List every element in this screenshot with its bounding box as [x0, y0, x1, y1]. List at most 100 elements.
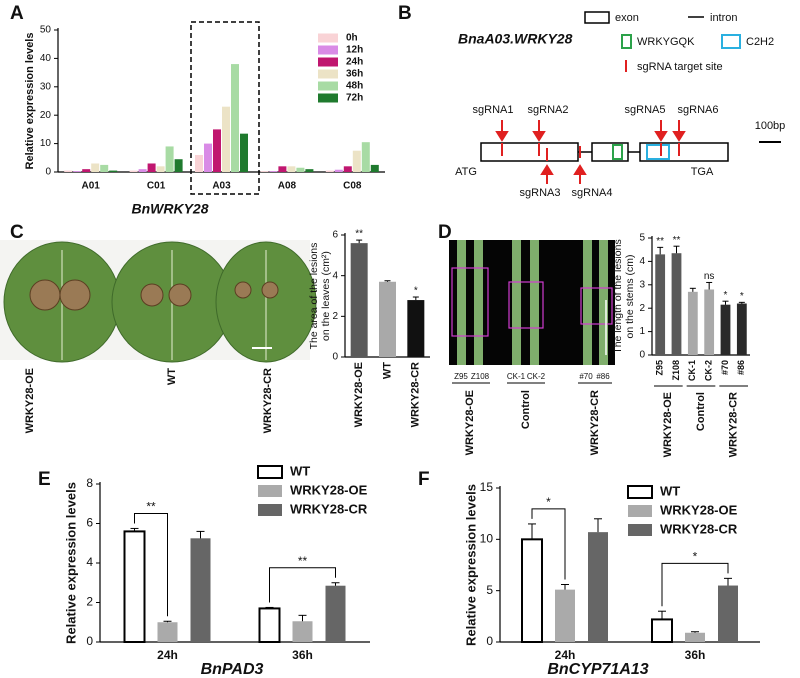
highlight-box: [190, 21, 260, 195]
y-tick-label: 20: [40, 110, 52, 121]
y-tick-label: 40: [40, 53, 52, 64]
significance-bracket: [269, 567, 336, 603]
exon: [480, 142, 579, 162]
bar: [222, 106, 230, 172]
legend-c2h2: [721, 34, 741, 49]
bar: [407, 300, 425, 357]
legend-label: WT: [660, 483, 680, 498]
y-tick-label: 4: [86, 555, 93, 569]
bar: [174, 159, 183, 172]
x-tick-label: Z108: [671, 360, 681, 381]
y-tick-label: 10: [40, 138, 52, 149]
arrowhead: [672, 131, 686, 142]
bar: [129, 170, 138, 172]
y-tick-label: 0: [332, 352, 338, 363]
legend-label: 48h: [346, 81, 363, 92]
lesion: [29, 279, 61, 311]
arrowhead: [540, 164, 554, 175]
legend-label: WRKY28-CR: [660, 521, 738, 536]
y-tick-label: 5: [486, 583, 493, 597]
arrowhead: [532, 131, 546, 142]
bar: [165, 146, 174, 172]
y-tick-label: 0: [486, 634, 493, 648]
bar: [521, 538, 543, 643]
x-tick-label: CK-2: [704, 360, 714, 381]
legend-swatch: [257, 465, 283, 479]
legend-swatch: [318, 57, 338, 67]
x-tick-label: WRKY28-OE: [353, 362, 365, 427]
bar: [287, 166, 296, 172]
legend-swatch: [258, 504, 282, 516]
legend-label: sgRNA target site: [637, 61, 723, 73]
y-tick-label: 2: [639, 303, 645, 314]
significance-label: *: [724, 290, 728, 301]
legend-label: C2H2: [746, 36, 774, 48]
legend-label: WT: [290, 463, 310, 478]
group-label: WRKY28-OE: [662, 392, 674, 457]
significance-label: *: [414, 286, 418, 297]
stop-codon: TGA: [691, 166, 714, 178]
lesion: [234, 281, 252, 299]
photo-label: WRKY28-OE: [24, 368, 36, 433]
photo-label: WRKY28-CR: [262, 368, 274, 433]
significance-bracket: [134, 512, 168, 617]
arrowhead: [654, 131, 668, 142]
legend-label: 72h: [346, 93, 363, 104]
bar: [655, 254, 666, 355]
y-tick-label: 30: [40, 81, 52, 92]
legend-swatch: [318, 93, 338, 103]
wrkygqk-domain: [612, 144, 623, 160]
bar: [704, 289, 715, 355]
legend-swatch: [318, 81, 338, 91]
exon: [591, 142, 629, 162]
x-tick-label: WRKY28-CR: [410, 362, 422, 427]
bar: [213, 129, 221, 172]
significance-label: **: [355, 229, 363, 240]
legend-label: WRKY28-CR: [290, 501, 368, 516]
bar: [138, 169, 147, 172]
sample-label: #70: [579, 372, 593, 381]
bar: [91, 163, 100, 172]
x-tick-label: C08: [343, 181, 362, 192]
x-tick-label: CK-1: [687, 360, 697, 381]
significance-label: *: [740, 291, 744, 302]
y-tick-label: 0: [86, 634, 93, 648]
sgrna-label: sgRNA1: [473, 104, 514, 116]
bar: [296, 167, 305, 172]
x-tick-label: 24h: [157, 648, 178, 662]
x-tick-label: A01: [82, 181, 101, 192]
y-tick-label: 2: [332, 311, 338, 322]
lesion: [59, 279, 91, 311]
x-tick-label: C01: [147, 181, 166, 192]
y-axis-label: Relative expression levels: [24, 33, 36, 170]
bar: [147, 163, 156, 172]
significance-label: **: [298, 554, 308, 568]
y-tick-label: 4: [332, 270, 338, 281]
y-tick-label: 5: [639, 233, 645, 244]
legend-swatch: [628, 505, 652, 517]
bar: [352, 150, 361, 172]
y-tick-label: 1: [639, 326, 645, 337]
bar: [343, 166, 352, 172]
arrowhead: [573, 164, 587, 175]
x-tick-label: A03: [212, 181, 231, 192]
legend-swatch: [318, 33, 338, 43]
x-tick-label: 24h: [555, 648, 576, 662]
bar: [64, 170, 73, 172]
legend-swatch: [258, 485, 282, 497]
y-tick-label: 2: [86, 595, 93, 609]
x-tick-label: 36h: [685, 648, 706, 662]
sample-label: #86: [596, 372, 610, 381]
y-axis-label: Relative expression levels: [463, 484, 478, 646]
sgrna-label: sgRNA6: [678, 104, 719, 116]
legend-exon: [584, 11, 610, 24]
bar: [231, 64, 239, 172]
bar: [195, 154, 203, 172]
bar: [269, 171, 278, 172]
bar: [361, 142, 370, 172]
significance-label: ns: [704, 271, 715, 282]
bar: [718, 585, 738, 642]
c2h2-domain: [646, 144, 670, 160]
